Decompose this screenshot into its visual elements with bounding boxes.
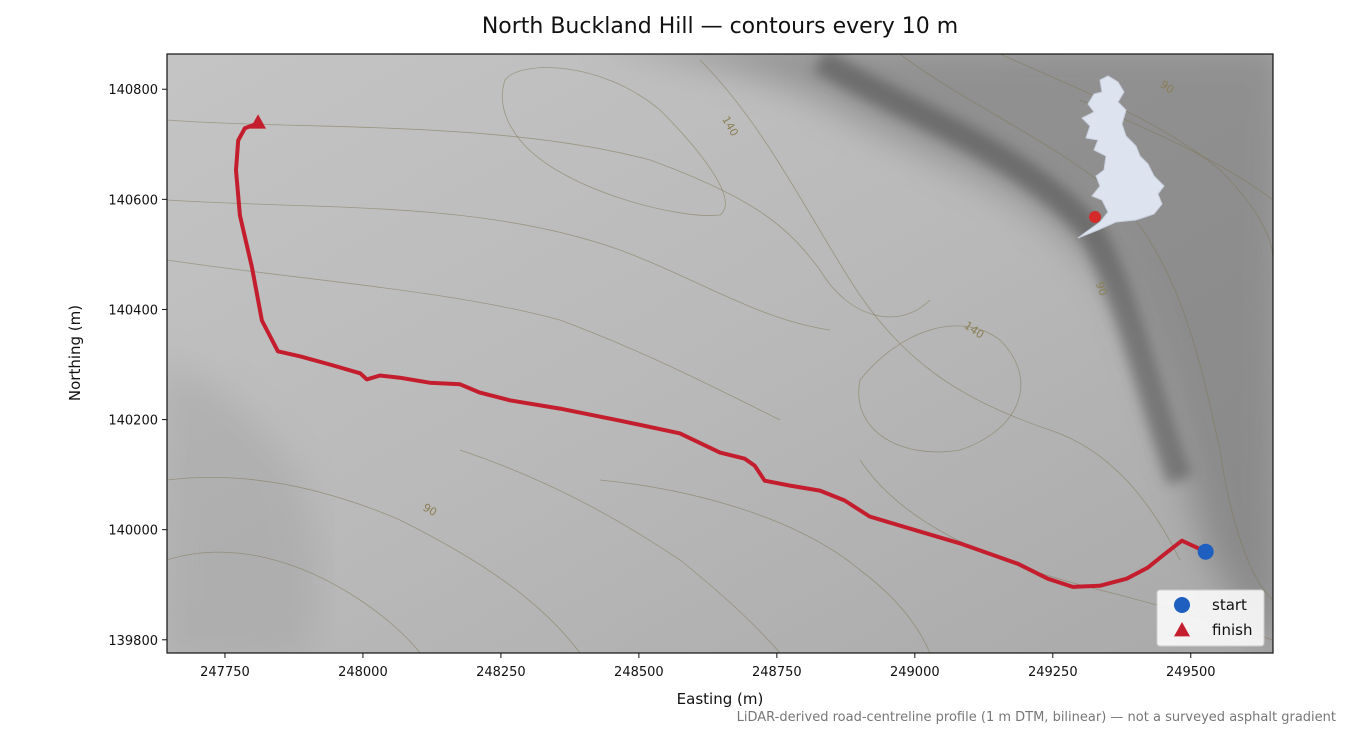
x-tick-label: 249250 (1028, 665, 1078, 680)
contour-label: 90 (1093, 280, 1110, 298)
y-tick-label: 139800 (108, 634, 158, 649)
x-tick-label: 249000 (890, 665, 940, 680)
y-tick-label: 140000 (108, 524, 158, 539)
x-axis-label: Easting (m) (677, 690, 764, 708)
y-tick-label: 140200 (108, 414, 158, 429)
uk-inset (1077, 75, 1165, 239)
legend-marker (1174, 597, 1190, 613)
footnote: LiDAR-derived road-centreline profile (1… (737, 710, 1336, 725)
x-tick-label: 248500 (614, 665, 664, 680)
x-tick-label: 248000 (338, 665, 388, 680)
plot-frame (166, 53, 1274, 654)
axes: 247750 248000 248250 248500 248750 249000 2492… (108, 83, 1215, 680)
valley-shade (167, 362, 319, 653)
y-tick-label: 140400 (108, 303, 158, 318)
contour-label: 90 (420, 501, 439, 519)
legend-label: start (1212, 596, 1247, 614)
chart-title: North Buckland Hill — contours every 10 … (482, 14, 958, 39)
route-line (234, 122, 1208, 589)
x-tick-label: 249500 (1166, 665, 1216, 680)
legend: start finish (1156, 589, 1265, 647)
location-dot (1089, 211, 1101, 223)
y-axis-label: Northing (m) (66, 305, 84, 401)
legend-label: finish (1212, 621, 1252, 639)
x-tick-label: 247750 (200, 665, 250, 680)
legend-marker (1174, 622, 1190, 637)
x-tick-label: 248750 (752, 665, 802, 680)
marks (234, 114, 1214, 589)
x-tick-label: 248250 (476, 665, 526, 680)
y-tick-label: 140600 (108, 193, 158, 208)
uk-outline (1077, 75, 1165, 239)
start-marker (1197, 543, 1214, 560)
legend-items: start finish (1174, 596, 1252, 639)
y-tick-label: 140800 (108, 83, 158, 98)
finish-marker (250, 114, 267, 129)
